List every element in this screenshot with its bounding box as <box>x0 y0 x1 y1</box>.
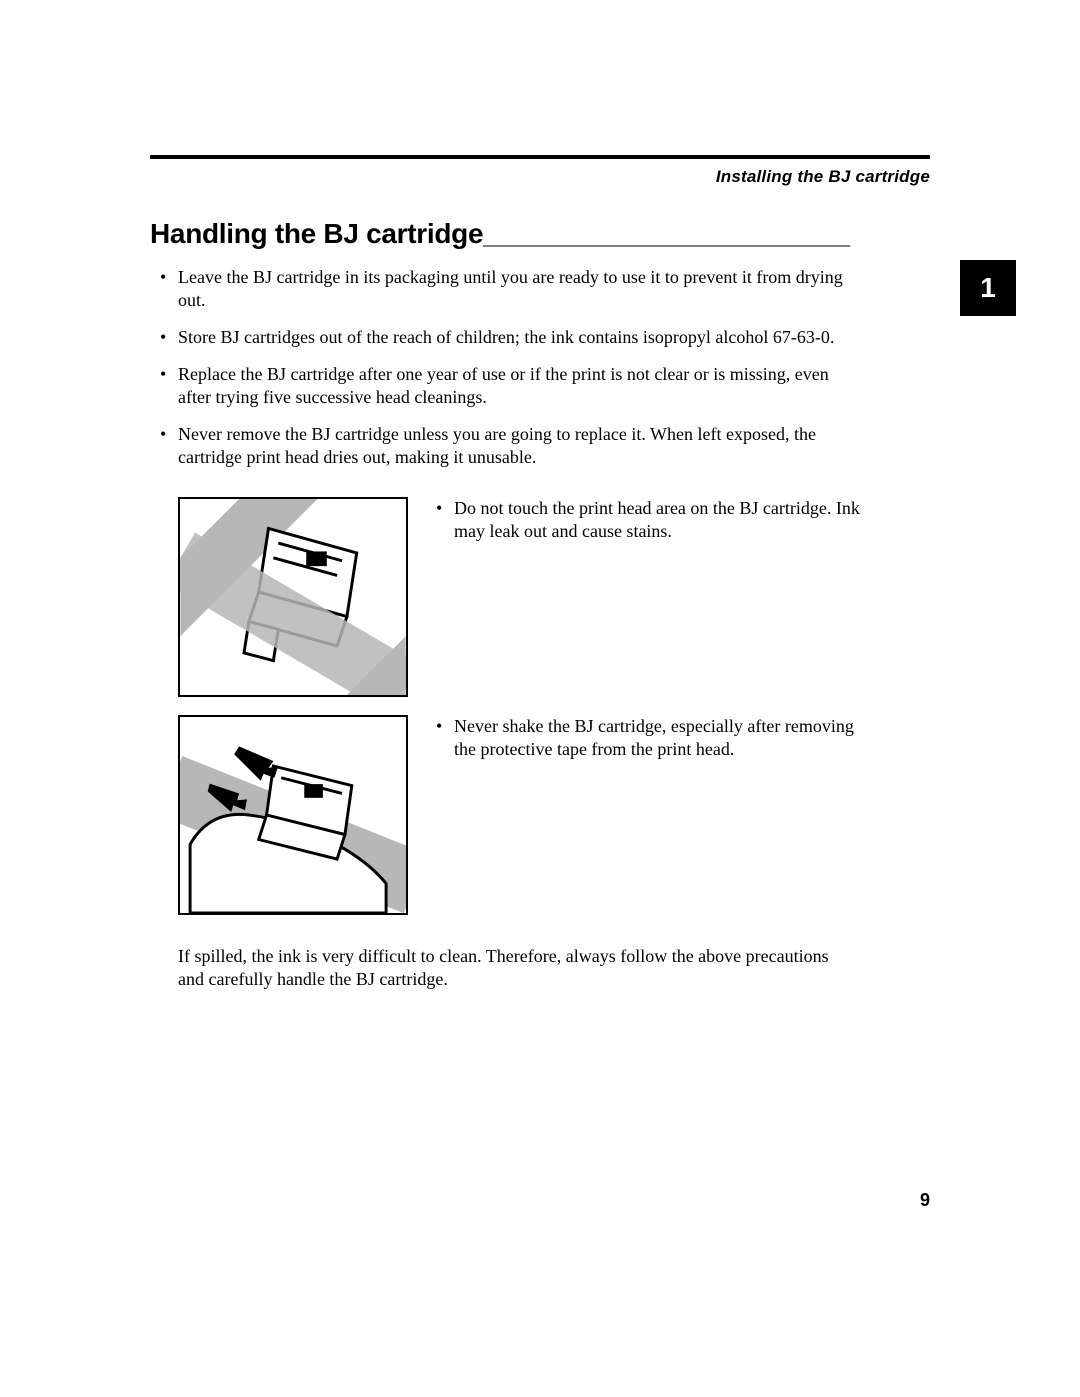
list-item: Store BJ cartridges out of the reach of … <box>178 326 870 349</box>
header-rule <box>150 155 930 159</box>
figure-row-1: Do not touch the print head area on the … <box>150 497 870 697</box>
figure-row-2: Never shake the BJ cartridge, especially… <box>150 715 870 915</box>
section-title: Handling the BJ cartridge_______________… <box>150 218 870 250</box>
figure-caption-text: Do not touch the print head area on the … <box>454 497 870 543</box>
page-header: Installing the BJ cartridge <box>150 155 930 187</box>
page-number: 9 <box>920 1190 930 1211</box>
running-head: Installing the BJ cartridge <box>150 167 930 187</box>
figure-1 <box>178 497 408 697</box>
section-title-text: Handling the BJ cartridge <box>150 218 483 249</box>
list-item: Never remove the BJ cartridge unless you… <box>178 423 870 469</box>
figure-2 <box>178 715 408 915</box>
list-item: Leave the BJ cartridge in its packaging … <box>178 266 870 312</box>
chapter-tab: 1 <box>960 260 1016 316</box>
list-item: Replace the BJ cartridge after one year … <box>178 363 870 409</box>
figure-2-caption: Never shake the BJ cartridge, especially… <box>436 715 870 761</box>
content-area: Handling the BJ cartridge_______________… <box>150 218 870 991</box>
figure-caption-text: Never shake the BJ cartridge, especially… <box>454 715 870 761</box>
title-fill: ________________________ <box>483 218 850 249</box>
main-bullet-list: Leave the BJ cartridge in its packaging … <box>150 266 870 469</box>
cartridge-illustration-icon <box>180 499 406 695</box>
cartridge-shake-illustration-icon <box>180 717 406 913</box>
closing-paragraph: If spilled, the ink is very difficult to… <box>150 945 870 991</box>
figure-1-caption: Do not touch the print head area on the … <box>436 497 870 543</box>
